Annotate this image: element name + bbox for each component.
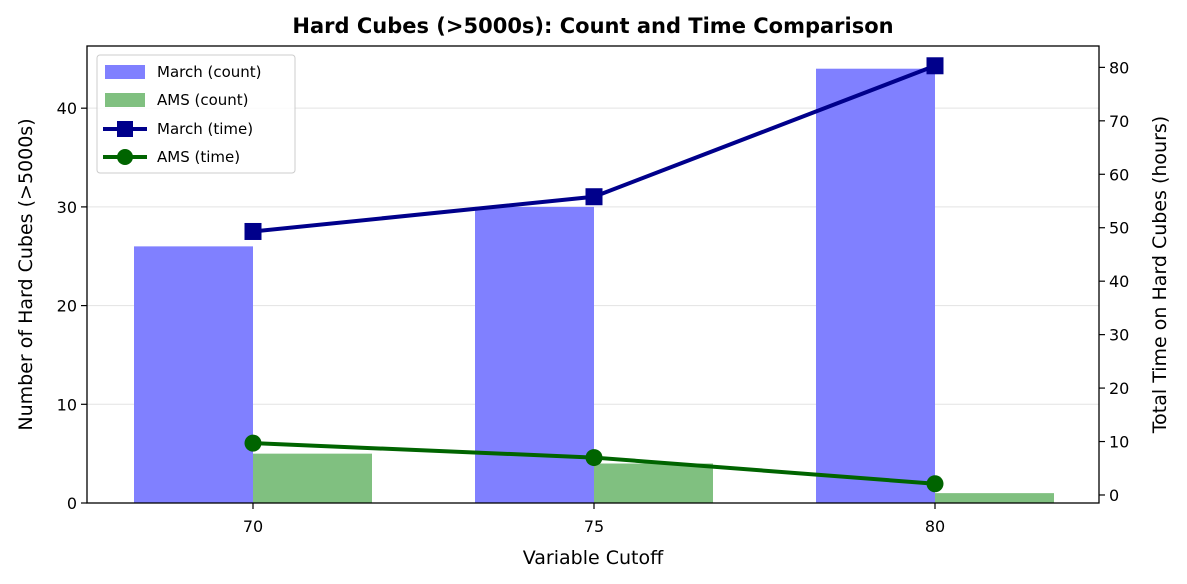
- chart-title: Hard Cubes (>5000s): Count and Time Comp…: [292, 14, 893, 38]
- y2-tick-label: 10: [1109, 433, 1129, 452]
- line-series: [244, 57, 944, 493]
- bar-ams-count-70: [253, 453, 372, 503]
- plot-frame: [86, 45, 1100, 504]
- y2-tick-label: 20: [1109, 379, 1129, 398]
- point-march-time-75: [585, 188, 603, 206]
- bar-march-count-80: [816, 68, 935, 504]
- y-tick-label: 30: [57, 198, 77, 217]
- x-tick-label: 75: [584, 517, 604, 536]
- legend-marker-march-time: [117, 121, 133, 137]
- legend-label-ams-count: AMS (count): [157, 91, 249, 109]
- point-march-time-80: [926, 57, 944, 75]
- y2-tick-label: 0: [1109, 486, 1119, 505]
- legend-label-march-time: March (time): [157, 120, 253, 138]
- legend-box: [96, 54, 296, 174]
- legend-marker-ams-time: [117, 149, 133, 165]
- y2-tick-label: 40: [1109, 272, 1129, 291]
- y-tick-label: 0: [67, 494, 77, 513]
- legend-label-march-count: March (count): [157, 63, 262, 81]
- point-march-time-70: [244, 222, 262, 240]
- y2-tick-label: 80: [1109, 58, 1129, 77]
- y-tick-label: 20: [57, 297, 77, 316]
- point-ams-time-70: [244, 434, 262, 452]
- legend-swatch-march-count: [105, 65, 145, 79]
- bar-ams-count-75: [594, 463, 713, 503]
- y2-tick-label: 70: [1109, 112, 1129, 131]
- x-tick-label: 70: [243, 517, 263, 536]
- bar-ams-count-80: [935, 493, 1054, 503]
- x-tick-label: 80: [925, 517, 945, 536]
- x-axis-label: Variable Cutoff: [523, 547, 664, 569]
- bars: [134, 68, 1054, 504]
- bar-march-count-70: [134, 246, 253, 503]
- legend: March (count) AMS (count) March (time) AMS …: [96, 54, 296, 174]
- y2-axis-label: Total Time on Hard Cubes (hours): [1149, 116, 1171, 434]
- point-ams-time-75: [585, 449, 603, 467]
- ticks: 0 10 20 30 40 0 10 20 30 40 50 60 70 80 70 75 80: [57, 58, 1130, 536]
- point-ams-time-80: [926, 475, 944, 493]
- y-axis-label: Number of Hard Cubes (>5000s): [15, 118, 37, 430]
- legend-swatch-ams-count: [105, 93, 145, 107]
- y-tick-label: 40: [57, 99, 77, 118]
- y2-tick-label: 60: [1109, 165, 1129, 184]
- y2-tick-label: 30: [1109, 326, 1129, 345]
- y-tick-label: 10: [57, 395, 77, 414]
- legend-label-ams-time: AMS (time): [157, 148, 240, 166]
- y2-tick-label: 50: [1109, 219, 1129, 238]
